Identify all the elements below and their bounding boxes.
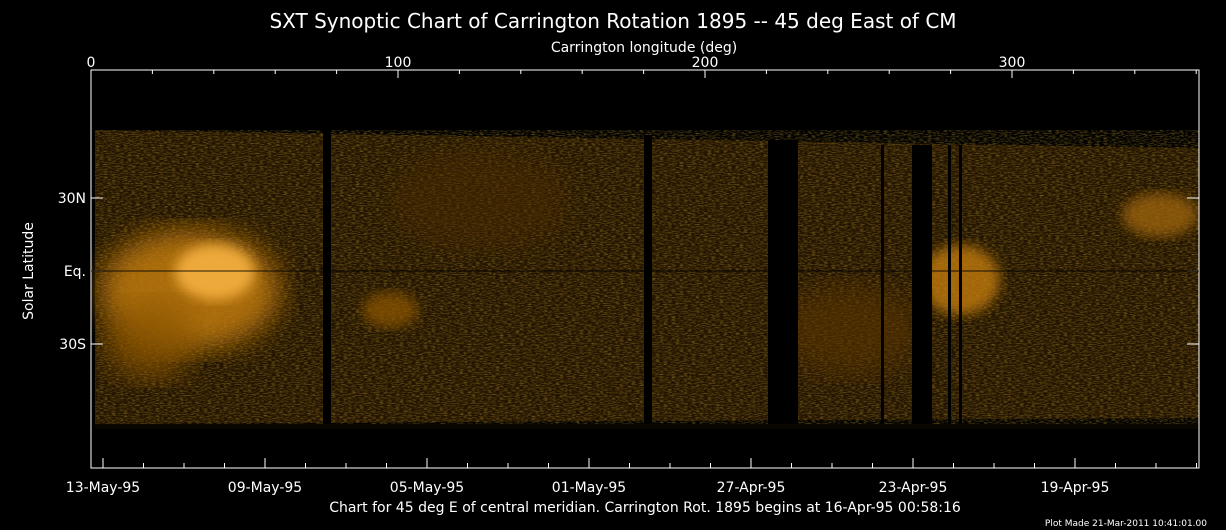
plot-frame — [90, 69, 1200, 469]
active-region-n2 — [390, 150, 570, 250]
y-tick-label: 30N — [58, 191, 86, 207]
data-gap — [644, 135, 652, 425]
active-region-s2 — [780, 285, 920, 375]
plot-made-stamp: Plot Made 21-Mar-2011 10:41:01.00 — [1045, 519, 1207, 529]
top-tick-label: 0 — [87, 55, 96, 71]
top-tick-label: 300 — [999, 55, 1026, 71]
bottom-tick-label: 13-May-95 — [66, 480, 140, 496]
axes: 0 100 200 300 30N Eq. 30S 13-May-95 09-May-95 05-… — [58, 55, 1200, 496]
data-gap — [912, 145, 932, 425]
bottom-tick-label: 27-Apr-95 — [717, 480, 786, 496]
y-axis-label: Solar Latitude — [21, 222, 37, 320]
top-tick-label: 200 — [692, 55, 719, 71]
bottom-tick-label: 19-Apr-95 — [1041, 480, 1110, 496]
data-gap — [768, 140, 798, 426]
active-region-ne — [1122, 193, 1198, 237]
top-axis-label: Carrington longitude (deg) — [551, 40, 737, 56]
bottom-tick-label: 23-Apr-95 — [879, 480, 948, 496]
bottom-tick-label: 05-May-95 — [390, 480, 464, 496]
map-bottom-band — [95, 424, 1199, 429]
top-tick-label: 100 — [385, 55, 412, 71]
synoptic-heatmap — [95, 130, 1199, 429]
y-tick-label: 30S — [59, 337, 86, 353]
active-region-core — [175, 244, 255, 300]
y-tick-label: Eq. — [64, 264, 86, 280]
bottom-tick-label: 01-May-95 — [552, 480, 626, 496]
data-gap — [323, 130, 331, 426]
chart-title: SXT Synoptic Chart of Carrington Rotatio… — [269, 9, 956, 33]
caption: Chart for 45 deg E of central meridian. … — [329, 500, 961, 516]
active-region-mid — [362, 292, 418, 328]
active-region-south — [105, 300, 195, 380]
data-gap — [948, 145, 951, 425]
data-gap — [959, 145, 962, 425]
bottom-tick-label: 09-May-95 — [228, 480, 302, 496]
data-gap — [881, 145, 884, 425]
